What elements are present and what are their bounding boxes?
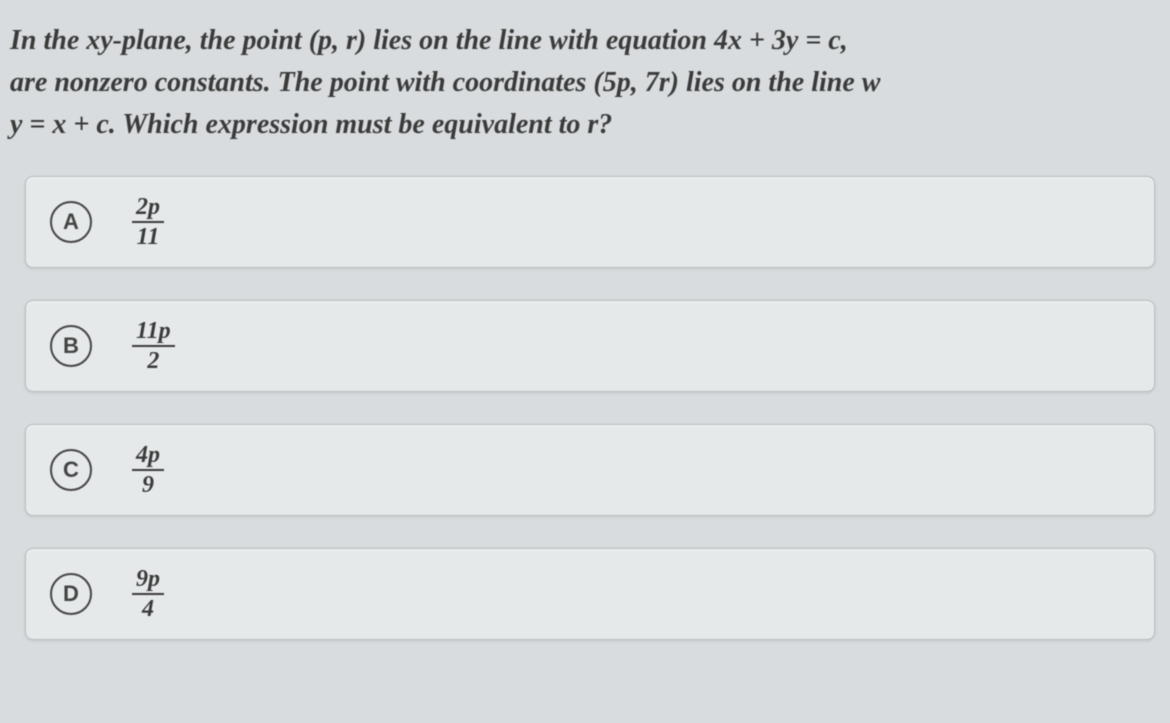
fraction-numerator: 11p	[132, 319, 175, 347]
option-fraction: 11p 2	[132, 319, 175, 373]
option-fraction: 2p 11	[132, 195, 164, 249]
option-letter: A	[50, 201, 92, 243]
question-text: In the xy-plane, the point (p, r) lies o…	[0, 20, 1170, 146]
option-d[interactable]: D 9p 4	[25, 548, 1155, 640]
options-list: A 2p 11 B 11p 2 C 4p 9 D 9p 4	[0, 176, 1170, 640]
fraction-numerator: 2p	[132, 195, 164, 223]
fraction-numerator: 4p	[132, 443, 164, 471]
fraction-denominator: 9	[138, 471, 158, 497]
question-line-3: y = x + c. Which expression must be equi…	[10, 104, 1160, 146]
fraction-denominator: 11	[133, 223, 164, 249]
option-a[interactable]: A 2p 11	[25, 176, 1155, 268]
fraction-denominator: 4	[138, 595, 158, 621]
option-letter: B	[50, 325, 92, 367]
option-letter: D	[50, 573, 92, 615]
fraction-denominator: 2	[143, 347, 163, 373]
option-c[interactable]: C 4p 9	[25, 424, 1155, 516]
fraction-numerator: 9p	[132, 567, 164, 595]
option-letter: C	[50, 449, 92, 491]
question-line-1: In the xy-plane, the point (p, r) lies o…	[10, 20, 1160, 62]
question-container: In the xy-plane, the point (p, r) lies o…	[0, 0, 1170, 702]
option-fraction: 9p 4	[132, 567, 164, 621]
question-line-2: are nonzero constants. The point with co…	[10, 62, 1160, 104]
option-b[interactable]: B 11p 2	[25, 300, 1155, 392]
option-fraction: 4p 9	[132, 443, 164, 497]
